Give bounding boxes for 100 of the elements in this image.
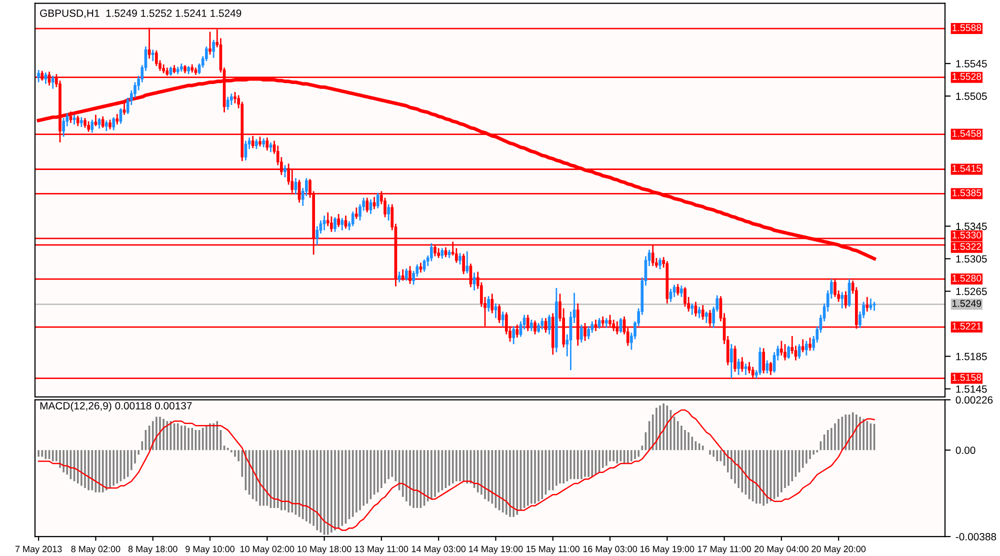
candlestick <box>294 178 298 196</box>
candlestick <box>255 138 258 150</box>
candlestick <box>598 317 601 330</box>
candlestick <box>530 319 533 332</box>
ref-line-label: 1.5528 <box>952 73 982 80</box>
x-tick-label: 8 May 02:00 <box>71 546 120 554</box>
candlestick <box>94 114 98 127</box>
candlestick <box>669 288 672 303</box>
candlestick <box>80 116 83 128</box>
candlestick <box>69 110 72 124</box>
y-tick-label: 1.5265 <box>956 288 987 296</box>
candlestick <box>462 253 465 275</box>
candlestick <box>501 310 504 327</box>
x-tick-label: 20 May 20:00 <box>812 546 866 554</box>
chart-title: MACD(12,26,9) 0.00118 0.00137 <box>40 402 192 412</box>
ref-line-label: 1.5415 <box>952 165 982 172</box>
candlestick <box>330 216 333 233</box>
candlestick <box>672 284 676 298</box>
candlestick <box>784 343 786 362</box>
candlestick <box>355 206 358 220</box>
y-tick-label: -0.00388 <box>956 533 996 540</box>
candlestick <box>587 326 590 340</box>
y-tick-label: 0.00 <box>956 446 976 454</box>
x-tick-label: 17 May 11:00 <box>698 546 751 554</box>
ref-line-label: 1.5588 <box>952 24 982 32</box>
candlestick <box>494 302 498 319</box>
candlestick <box>90 118 94 134</box>
candlestick <box>730 343 733 379</box>
candlestick <box>676 283 680 296</box>
candlestick <box>430 242 433 262</box>
candlestick <box>748 361 751 374</box>
candlestick <box>808 336 812 352</box>
x-tick-label: 10 May 02:00 <box>240 546 294 554</box>
candlestick <box>340 217 344 231</box>
candlestick <box>84 117 86 128</box>
candlestick <box>437 247 440 259</box>
candlestick <box>208 31 212 56</box>
x-tick-label: 14 May 03:00 <box>412 546 466 554</box>
y-tick-label: 0.00226 <box>956 396 993 404</box>
candlestick <box>466 250 469 274</box>
candlestick <box>108 118 112 130</box>
x-tick-label: 15 May 11:00 <box>526 546 580 554</box>
y-tick-label: 1.5145 <box>956 385 987 393</box>
candlestick <box>366 197 369 214</box>
ref-line-label: 1.5458 <box>952 130 982 137</box>
candlestick <box>458 252 462 266</box>
x-tick-label: 8 May 18:00 <box>128 546 178 554</box>
candlestick <box>658 257 662 270</box>
y-tick-label: 1.5505 <box>956 92 987 100</box>
candlestick <box>387 204 390 222</box>
candlestick <box>244 140 248 161</box>
candlestick <box>230 92 233 106</box>
ref-line-label: 1.5385 <box>952 189 982 196</box>
candlestick <box>844 290 848 310</box>
candlestick <box>337 213 340 228</box>
candlestick <box>212 39 215 59</box>
candlestick <box>98 117 101 130</box>
candlestick <box>487 295 490 312</box>
candlestick <box>766 360 769 374</box>
y-tick-label: 1.5345 <box>956 222 987 230</box>
y-tick-label: 1.5545 <box>956 60 987 68</box>
y-tick-label: 1.5305 <box>956 255 987 263</box>
candlestick <box>472 272 476 292</box>
candlestick <box>840 291 844 310</box>
candlestick <box>398 271 401 283</box>
candlestick <box>869 298 872 311</box>
x-tick-label: 7 May 2013 <box>15 546 62 554</box>
candlestick <box>155 50 158 67</box>
ref-line-label: 1.5322 <box>952 243 982 250</box>
candlestick <box>866 296 869 312</box>
candlestick <box>37 69 40 83</box>
candlestick <box>490 292 494 314</box>
candlestick <box>440 247 444 260</box>
candlestick <box>334 216 336 233</box>
candlestick <box>801 338 804 353</box>
candlestick <box>234 91 236 104</box>
x-tick-label: 16 May 19:00 <box>640 546 694 554</box>
ref-line-label: 1.5330 <box>952 232 982 238</box>
candlestick <box>44 72 48 85</box>
candlestick <box>787 345 790 360</box>
candlestick <box>805 340 808 356</box>
candlestick <box>105 120 108 132</box>
candlestick <box>798 343 801 360</box>
candlestick <box>512 326 515 345</box>
candlestick <box>701 304 704 320</box>
candlestick <box>734 345 736 372</box>
candlestick <box>605 317 608 329</box>
candlestick <box>51 75 54 90</box>
candlestick <box>684 286 686 308</box>
candlestick <box>680 284 683 298</box>
candlestick <box>780 340 783 356</box>
candlestick <box>758 346 762 376</box>
candlestick <box>872 301 876 312</box>
candlestick <box>405 268 408 282</box>
candlestick <box>151 49 154 62</box>
candlestick <box>548 314 551 336</box>
text: GBPUSD,H1 1.5249 1.5252 1.5241 1.5249 <box>40 10 242 18</box>
candlestick <box>740 356 744 372</box>
ref-line-label: 1.5280 <box>952 274 982 282</box>
candlestick <box>344 214 348 230</box>
